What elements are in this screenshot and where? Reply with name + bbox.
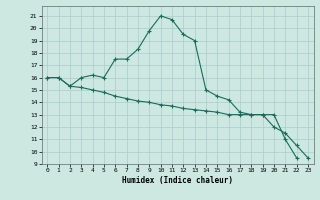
X-axis label: Humidex (Indice chaleur): Humidex (Indice chaleur)	[122, 176, 233, 185]
